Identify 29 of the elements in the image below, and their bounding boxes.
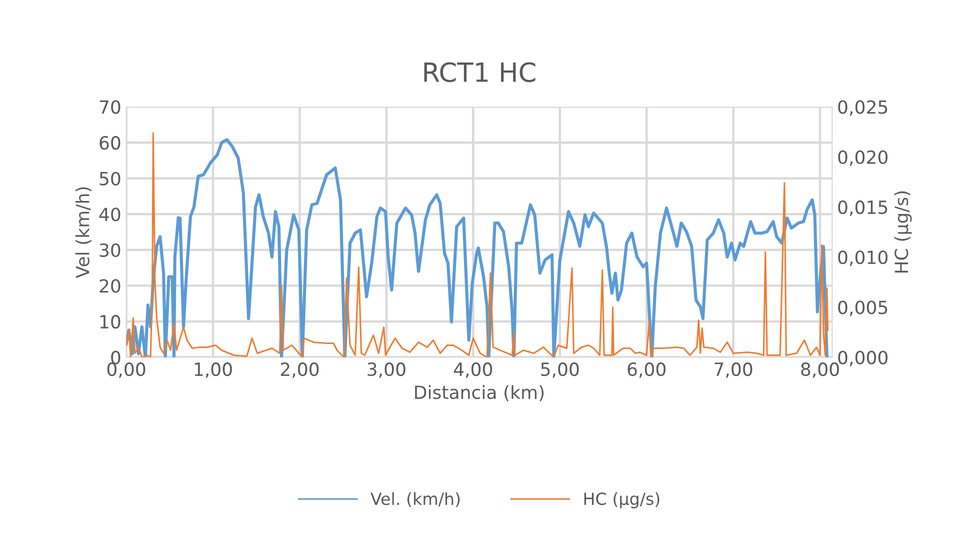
chart-title: RCT1 HC xyxy=(424,62,536,82)
y-axis-title: Vel (km/h) xyxy=(75,187,92,278)
x-tick-label: 8,00 xyxy=(801,362,839,378)
x-tick-label: 3,00 xyxy=(368,362,406,378)
x-tick-label: 0,00 xyxy=(107,362,146,378)
x-tick-label: 7,00 xyxy=(714,362,752,378)
y-tick-label: 60 xyxy=(100,136,120,150)
y-tick-label: 0 xyxy=(111,350,120,364)
y-tick-label: 10 xyxy=(100,314,120,329)
y-tick-label: 40 xyxy=(99,208,120,222)
y2-tick-label: 0,020 xyxy=(838,150,888,166)
y2-tick-label: 0,010 xyxy=(838,250,888,266)
y2-tick-label: 0,015 xyxy=(838,200,888,216)
y-tick-label: 50 xyxy=(100,172,120,186)
y2-tick-label: 0,025 xyxy=(838,100,888,116)
y-tick-label: 70 xyxy=(100,100,120,114)
y-tick-label: 20 xyxy=(100,279,120,293)
x-tick-label: 6,00 xyxy=(628,362,666,378)
legend-label: HC (µg/s) xyxy=(584,492,660,508)
x-tick-label: 1,00 xyxy=(194,362,232,378)
x-tick-label: 2,00 xyxy=(280,362,319,378)
y-tick-label: 30 xyxy=(100,243,120,258)
y2-tick-label: 0,005 xyxy=(838,300,888,316)
y2-axis-title: HC (µg/s) xyxy=(894,191,912,272)
x-tick-label: 4,00 xyxy=(454,362,492,378)
x-axis-title: Distancia (km) xyxy=(415,385,544,402)
x-tick-label: 5,00 xyxy=(541,362,579,378)
legend-label: Vel. (km/h) xyxy=(370,492,460,508)
y2-tick-label: 0,000 xyxy=(838,350,888,366)
